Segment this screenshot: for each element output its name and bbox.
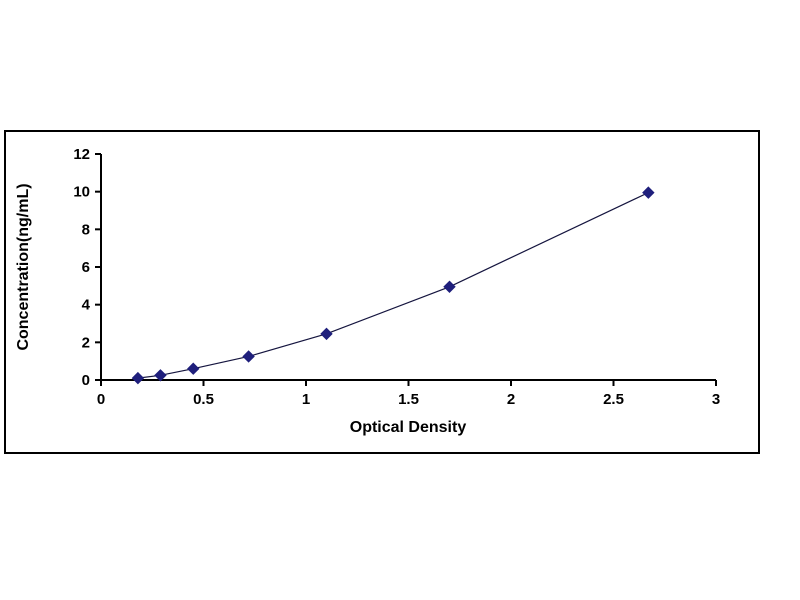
- chart-frame: 0 0.5 1 1.5 2 2.5 3 0 2 4 6 8 10 12 Concentration(ng/…: [4, 130, 760, 454]
- data-point-marker: [320, 327, 333, 341]
- data-point-marker: [242, 350, 255, 363]
- data-point-marker: [443, 280, 456, 293]
- data-point-marker: [187, 362, 200, 375]
- data-point-marker: [154, 369, 167, 382]
- data-point-marker: [642, 186, 655, 199]
- y-tick-label: 6: [82, 259, 90, 276]
- x-tick-label: 0.5: [193, 391, 214, 408]
- y-tick-label: 0: [82, 372, 90, 389]
- x-tick-label: 3: [712, 391, 720, 408]
- curve-line: [137, 192, 649, 379]
- x-tick-label: 0: [97, 391, 105, 408]
- data-point-marker: [131, 371, 145, 385]
- y-tick-label: 4: [82, 297, 91, 314]
- x-tick-label: 2.5: [603, 391, 624, 408]
- x-tick-label: 2: [507, 391, 515, 408]
- y-axis-title: Concentration(ng/mL): [15, 183, 32, 350]
- x-axis-title: Optical Density: [350, 419, 467, 436]
- plot-layer: 0 0.5 1 1.5 2 2.5 3 0 2 4 6 8 10 12: [73, 146, 720, 408]
- y-tick-label: 8: [82, 221, 90, 238]
- x-tick-label: 1: [302, 391, 310, 408]
- y-tick-label: 10: [73, 184, 90, 201]
- y-tick-label: 2: [82, 334, 90, 351]
- y-tick-label: 12: [73, 146, 90, 163]
- x-tick-label: 1.5: [398, 391, 419, 408]
- standard-curve-chart: 0 0.5 1 1.5 2 2.5 3 0 2 4 6 8 10 12 Concentration(ng/…: [15, 146, 720, 436]
